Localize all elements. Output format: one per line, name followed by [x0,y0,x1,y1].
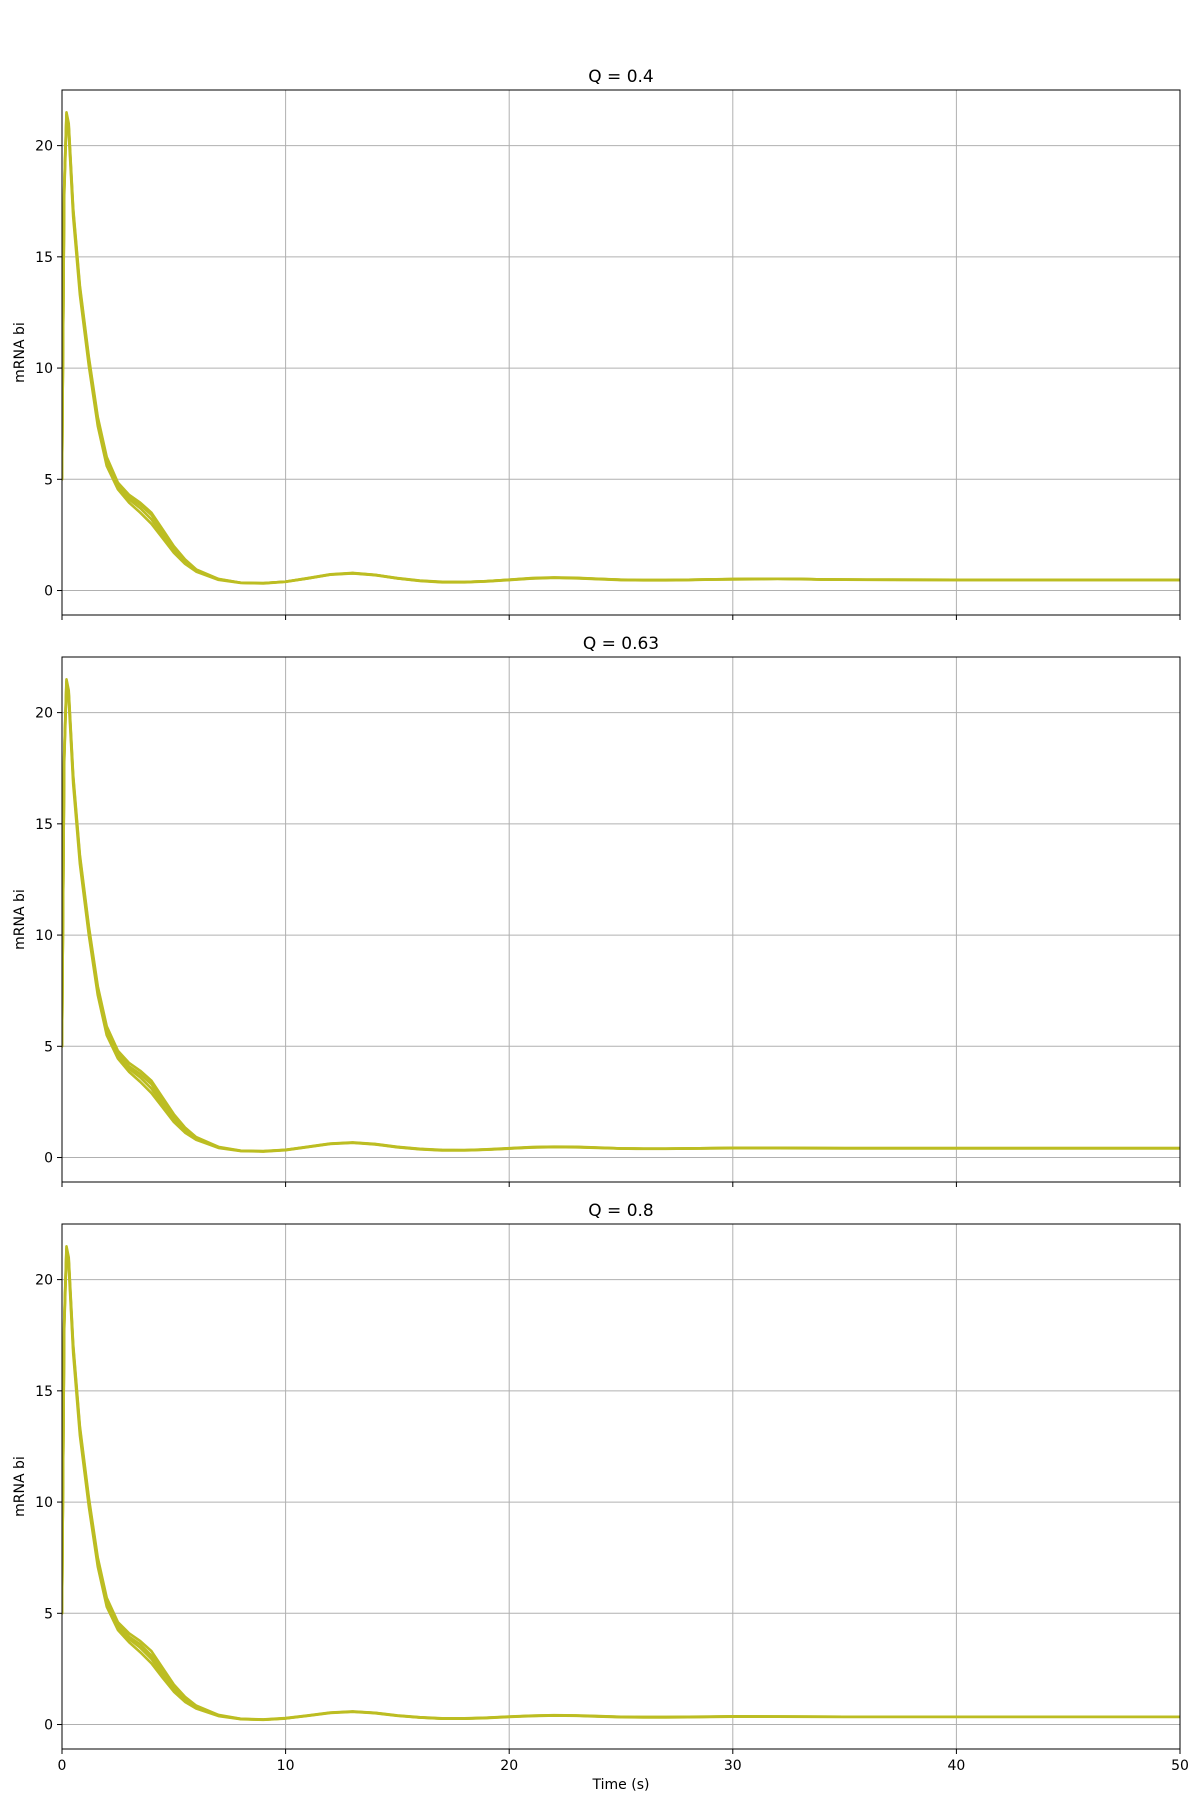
chart-panel-3: 0 10 20 30 40 50 0 5 10 15 20 Q = 0.8 mRNA bi Time (s… [12,1201,1189,1793]
x-tick-label: 10 [277,1758,295,1774]
series-line-2 [62,110,1180,585]
series-line-4 [62,1247,1180,1721]
chart-title: Q = 0.4 [588,67,653,87]
x-tick-label: 50 [1171,1758,1189,1774]
y-axis-label: mRNA bi [12,889,28,950]
y-tick-label: 5 [44,1039,53,1055]
series-line-2 [62,677,1180,1153]
y-tick-label: 15 [35,817,53,833]
series-line-1 [62,1249,1180,1721]
axes-frame [61,656,1181,1183]
x-tick-label: 30 [724,1758,742,1774]
y-tick-label: 10 [35,361,53,377]
chart-panel-2: 0 5 10 15 20 Q = 0.63 mRNA bi [12,634,1181,1187]
y-tick-label: 10 [35,928,53,944]
series-group [62,110,1180,585]
chart-title: Q = 0.63 [583,634,659,654]
y-tick-label: 15 [35,1384,53,1400]
y-tick-label: 20 [35,139,53,155]
y-tick-label: 0 [44,584,53,600]
y-tick-label: 5 [44,472,53,488]
y-tick-label: 20 [35,706,53,722]
series-group [62,677,1180,1153]
series-line-4 [62,680,1180,1153]
x-axis-label: Time (s) [592,1777,650,1793]
y-axis-label: mRNA bi [12,322,28,383]
x-tick-label: 40 [947,1758,965,1774]
y-tick-label: 15 [35,250,53,266]
x-tick-label: 0 [58,1758,67,1774]
y-tick-label: 5 [44,1606,53,1622]
chart-title: Q = 0.8 [588,1201,653,1221]
axes-frame [61,1223,1181,1750]
series-line-3 [62,686,1180,1153]
series-line-3 [62,119,1180,585]
series-group [62,1244,1180,1722]
x-tick-label: 20 [500,1758,518,1774]
series-line-2 [62,1244,1180,1721]
series-line-1 [62,115,1180,585]
axes-frame [61,89,1181,616]
y-tick-label: 10 [35,1495,53,1511]
y-axis-label: mRNA bi [12,1456,28,1517]
series-line-1 [62,682,1180,1153]
series-line-3 [62,1253,1180,1722]
y-tick-label: 0 [44,1718,53,1734]
chart-panel-1: 0 5 10 15 20 Q = 0.4 mRNA bi [12,67,1181,620]
y-tick-label: 0 [44,1151,53,1167]
series-line-4 [62,113,1180,585]
y-tick-label: 20 [35,1273,53,1289]
